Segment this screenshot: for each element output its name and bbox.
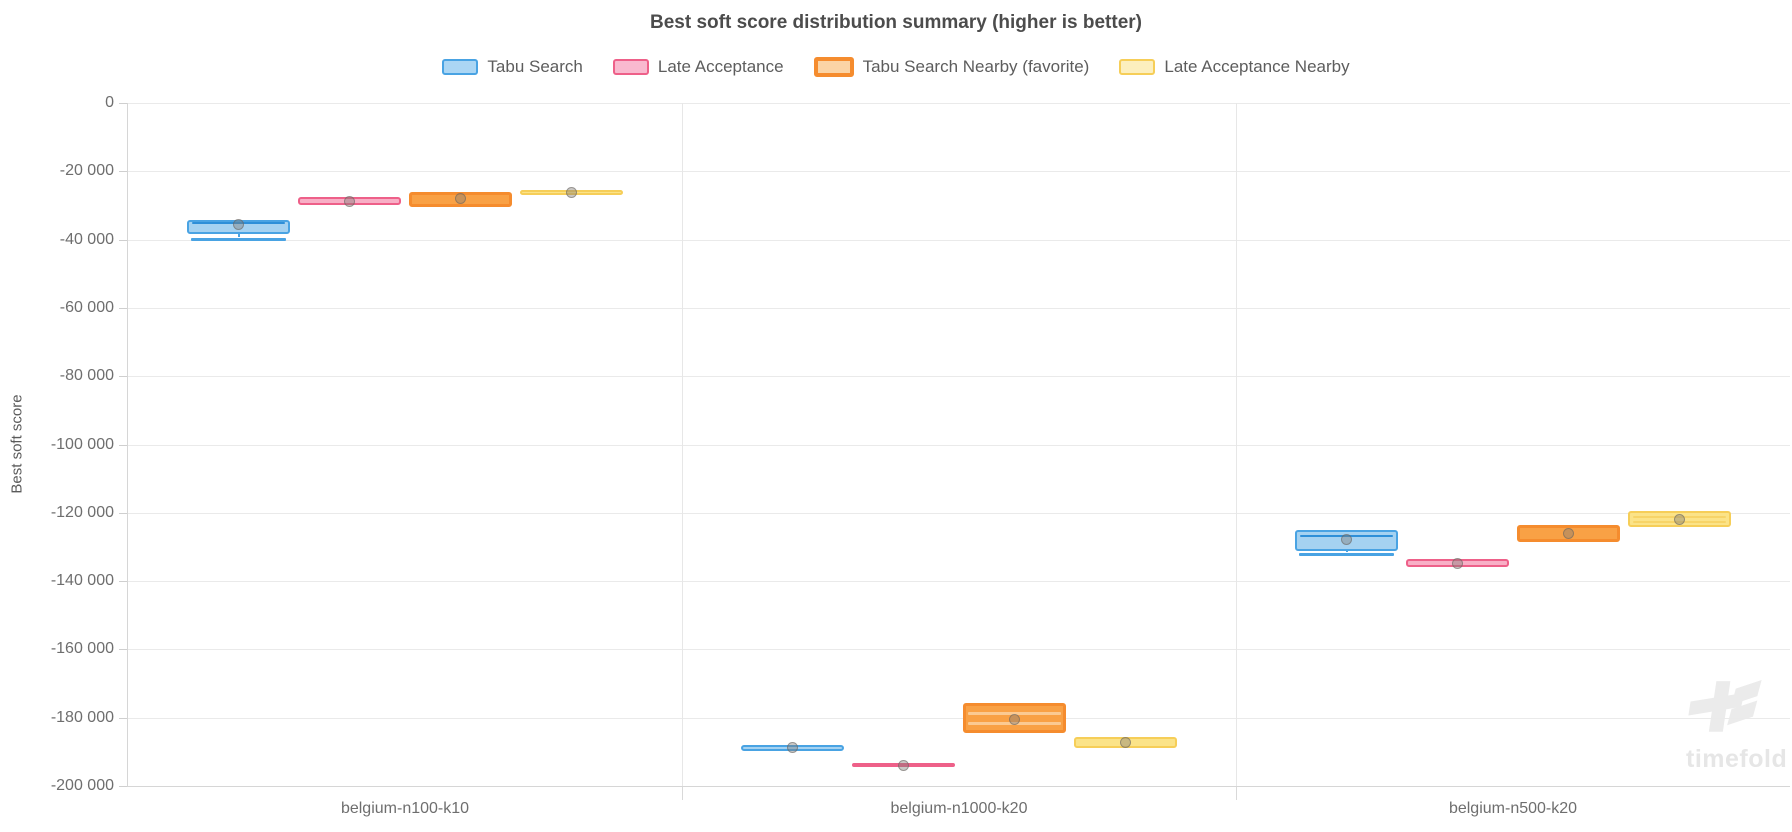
y-axis-tick xyxy=(119,239,127,241)
mean-dot xyxy=(1008,713,1020,725)
y-tick-label: -120 000 xyxy=(50,503,114,521)
mean-dot xyxy=(565,186,577,198)
panel-divider xyxy=(682,103,683,786)
y-axis-tick xyxy=(119,649,127,651)
legend-swatch-icon xyxy=(813,57,854,77)
y-axis-tick xyxy=(119,512,127,514)
legend-label: Tabu Search xyxy=(487,57,583,76)
legend-item[interactable]: Tabu Search xyxy=(442,57,583,77)
legend-swatch-icon xyxy=(442,59,479,75)
y-axis-tick xyxy=(119,717,127,719)
x-axis-line xyxy=(128,786,1790,787)
y-tick-label: -180 000 xyxy=(50,708,114,726)
legend-label: Late Acceptance xyxy=(657,57,784,76)
mean-dot xyxy=(1119,737,1131,749)
y-axis-tick xyxy=(119,444,127,446)
gridline xyxy=(128,103,1790,104)
mean-dot xyxy=(1341,533,1353,545)
mean-dot xyxy=(1452,557,1464,569)
category-label: belgium-n100-k10 xyxy=(340,800,470,817)
legend-swatch-icon xyxy=(1119,59,1156,75)
legend-swatch-icon xyxy=(612,59,649,75)
gridline xyxy=(128,444,1790,446)
legend-label: Tabu Search Nearby (favorite) xyxy=(862,57,1090,76)
legend: Tabu Search Late Acceptance Tabu Search Ne… xyxy=(0,57,1792,77)
gridline xyxy=(128,649,1790,651)
y-tick-label: -80 000 xyxy=(59,367,114,385)
watermark-text: timefold xyxy=(1686,745,1788,773)
gridline xyxy=(128,239,1790,241)
timefold-logo-icon xyxy=(1688,680,1762,732)
plot-area: timefold 0 -20 000 -40 000 -60 000 -80 000 -1… xyxy=(51,94,1792,817)
gridline xyxy=(128,376,1790,378)
y-tick-label: -40 000 xyxy=(59,230,114,248)
gridline xyxy=(128,307,1790,309)
legend-item[interactable]: Late Acceptance xyxy=(612,57,784,77)
mean-dot xyxy=(1562,528,1574,540)
category-label: belgium-n500-k20 xyxy=(1448,800,1578,817)
mean-dot xyxy=(454,193,466,205)
y-tick-label: -140 000 xyxy=(50,572,114,590)
y-axis-tick xyxy=(119,786,127,787)
legend-label: Late Acceptance Nearby xyxy=(1164,57,1350,76)
mean-dot xyxy=(787,741,799,753)
y-tick-label: -200 000 xyxy=(50,777,114,794)
mean-dot xyxy=(898,759,910,771)
category-label: belgium-n1000-k20 xyxy=(890,800,1028,817)
y-tick-label: 0 xyxy=(105,94,114,111)
legend-item[interactable]: Late Acceptance Nearby xyxy=(1119,57,1350,77)
y-tick-label: -100 000 xyxy=(50,435,114,453)
category-boundary-tick xyxy=(1236,786,1237,800)
gridline xyxy=(128,717,1790,719)
mean-dot xyxy=(233,219,245,231)
y-axis-line xyxy=(127,103,128,787)
watermark: timefold xyxy=(1686,680,1792,774)
gridline xyxy=(128,512,1790,514)
mean-dot xyxy=(344,195,356,207)
gridline xyxy=(128,581,1790,583)
category-boundary-tick xyxy=(682,786,683,800)
gridline xyxy=(128,171,1790,173)
y-axis-tick xyxy=(119,376,127,378)
box-whisker xyxy=(191,238,287,242)
legend-item[interactable]: Tabu Search Nearby (favorite) xyxy=(813,57,1090,77)
y-axis-tick xyxy=(119,307,127,309)
mean-dot xyxy=(1673,513,1685,525)
box-whisker-connector xyxy=(1345,551,1348,553)
y-axis-tick xyxy=(119,581,127,583)
box-whisker-connector xyxy=(237,234,240,238)
box-whisker xyxy=(1299,553,1395,557)
y-tick-label: -160 000 xyxy=(50,640,114,658)
y-tick-label: -60 000 xyxy=(59,298,114,316)
y-tick-label: -20 000 xyxy=(59,162,114,180)
y-axis-tick xyxy=(119,171,127,173)
panel-divider xyxy=(1236,103,1237,786)
y-axis-tick xyxy=(119,103,127,104)
chart-title: Best soft score distribution summary (hi… xyxy=(650,12,1142,33)
